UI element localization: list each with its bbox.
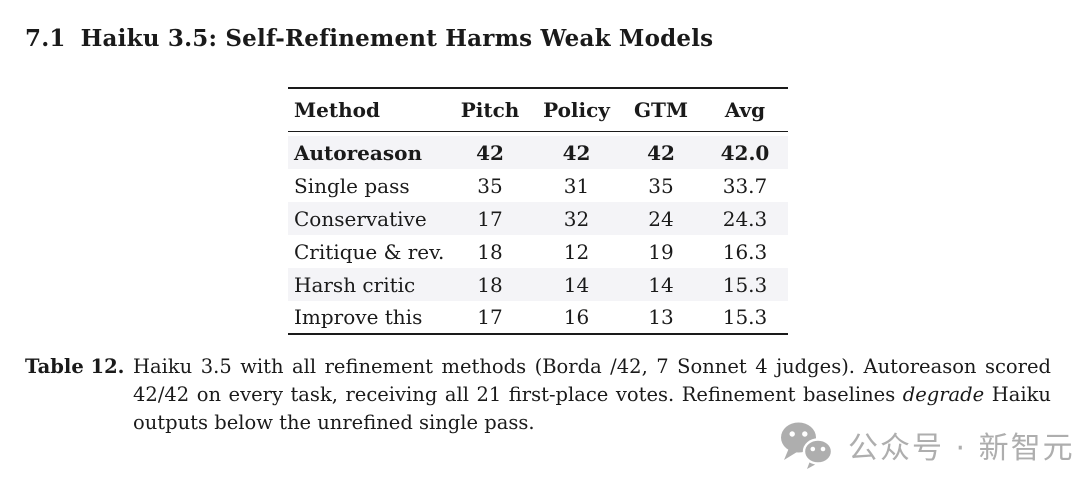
caption-italic-word: degrade	[902, 383, 985, 406]
section-number: 7.1	[25, 25, 66, 52]
gtm-cell: 14	[648, 272, 674, 297]
gtm-cell: 24	[648, 206, 674, 231]
method-cell: Single pass	[294, 173, 410, 198]
column-header-pitch: Pitch	[447, 88, 533, 132]
section-heading: 7.1 Haiku 3.5: Self-Refinement Harms Weak…	[25, 25, 713, 52]
policy-cell: 14	[563, 272, 590, 297]
table-header-row: Method Pitch Policy GTM Avg	[288, 88, 788, 132]
column-header-policy: Policy	[533, 88, 620, 132]
table-row-single-pass: Single pass 35 31 35 33.7	[288, 169, 788, 202]
pitch-cell: 18	[477, 239, 503, 264]
caption-text-before: Haiku 3.5 with all refinement methods (B…	[133, 355, 1051, 406]
pitch-cell: 42	[476, 140, 504, 165]
pitch-cell: 18	[477, 272, 503, 297]
avg-cell: 15.3	[722, 305, 768, 329]
column-header-avg: Avg	[702, 88, 788, 132]
section-title: Haiku 3.5: Self-Refinement Harms Weak Mo…	[80, 25, 714, 52]
column-header-method: Method	[288, 88, 447, 132]
column-header-gtm: GTM	[620, 88, 702, 132]
table-row-improve-this: Improve this 17 16 13 15.3	[288, 301, 788, 334]
gtm-cell: 42	[647, 140, 675, 165]
policy-cell: 42	[562, 140, 591, 165]
results-table: Method Pitch Policy GTM Avg Autoreason 4…	[288, 87, 788, 335]
table-row-harsh-critic: Harsh critic 18 14 14 15.3	[288, 268, 788, 301]
gtm-cell: 35	[648, 173, 674, 198]
table-caption: Table 12. Haiku 3.5 with all refinement …	[25, 353, 1051, 437]
caption-label: Table 12.	[25, 355, 125, 378]
watermark: 公众号 · 新智元	[779, 421, 1075, 469]
method-cell: Improve this	[294, 305, 423, 329]
policy-cell: 32	[563, 206, 590, 231]
wechat-icon	[781, 422, 834, 469]
policy-cell: 12	[563, 239, 590, 264]
pitch-cell: 17	[477, 206, 503, 231]
gtm-cell: 13	[648, 305, 674, 329]
method-cell: Harsh critic	[294, 272, 416, 297]
table-row-autoreason: Autoreason 42 42 42 42.0	[288, 136, 788, 169]
table-row-critique-rev: Critique & rev. 18 12 19 16.3	[288, 235, 788, 268]
method-cell: Autoreason	[294, 140, 422, 165]
avg-cell: 24.3	[722, 206, 768, 231]
method-cell: Critique & rev.	[294, 239, 445, 264]
table-row-conservative: Conservative 17 32 24 24.3	[288, 202, 788, 235]
caption-text-after: Haiku outputs below the unrefined single…	[133, 383, 1051, 434]
avg-cell: 15.3	[722, 272, 768, 297]
watermark-text: 公众号 · 新智元	[848, 431, 1075, 466]
pitch-cell: 35	[477, 173, 503, 198]
avg-cell: 33.7	[722, 173, 768, 198]
policy-cell: 16	[563, 305, 590, 329]
policy-cell: 31	[563, 173, 590, 198]
pitch-cell: 17	[477, 305, 503, 329]
avg-cell: 42.0	[720, 140, 770, 165]
caption-text: Haiku 3.5 with all refinement methods (B…	[133, 353, 1051, 437]
method-cell: Conservative	[294, 206, 427, 231]
gtm-cell: 19	[648, 239, 674, 264]
avg-cell: 16.3	[722, 239, 768, 264]
